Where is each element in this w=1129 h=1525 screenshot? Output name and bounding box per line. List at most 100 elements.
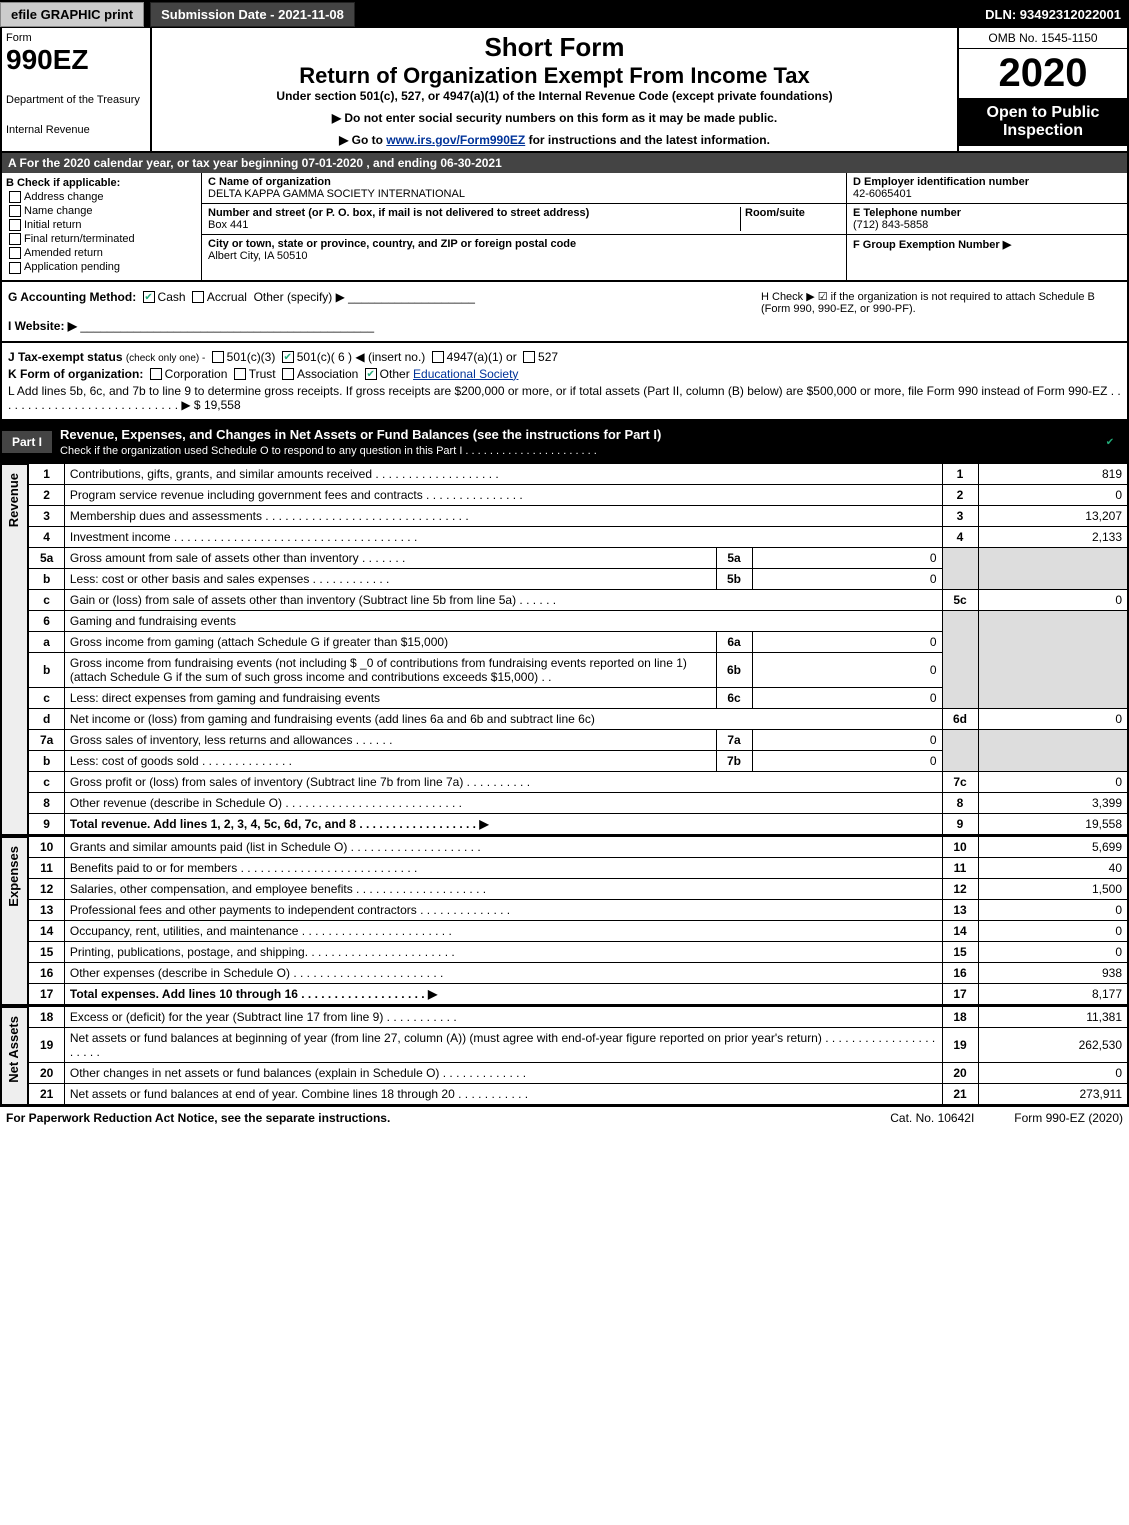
goto-pre: ▶ Go to (339, 133, 386, 147)
chk-accrual[interactable] (192, 291, 204, 303)
chk-501c-label: 501(c)( 6 ) ◀ (insert no.) (297, 350, 426, 364)
line-17-desc: Total expenses. Add lines 10 through 16 … (64, 983, 942, 1005)
j-label: J Tax-exempt status (8, 350, 123, 364)
chk-application-pending-label: Application pending (24, 261, 120, 273)
line-7c-desc: Gross profit or (loss) from sales of inv… (64, 771, 942, 792)
chk-amended-return[interactable]: Amended return (6, 247, 197, 259)
box-c: C Name of organization DELTA KAPPA GAMMA… (202, 173, 847, 280)
chk-name-change-label: Name change (24, 205, 93, 217)
line-19-num: 19 (28, 1027, 64, 1062)
line-7a-desc: Gross sales of inventory, less returns a… (64, 729, 716, 750)
chk-527[interactable] (523, 351, 535, 363)
footer-catno: Cat. No. 10642I (890, 1111, 974, 1125)
submission-date: Submission Date - 2021-11-08 (150, 2, 355, 27)
topbar: efile GRAPHIC print Submission Date - 20… (0, 0, 1129, 28)
line-13-val: 0 (978, 899, 1128, 920)
line-6a-il: 6a (716, 631, 752, 652)
revenue-section: Revenue 1Contributions, gifts, grants, a… (0, 463, 1129, 836)
line-10-num: 10 (28, 836, 64, 857)
line-5c-rn: 5c (942, 589, 978, 610)
dept-treasury: Department of the Treasury (6, 94, 146, 106)
line-21-desc: Net assets or fund balances at end of ye… (64, 1083, 942, 1105)
chk-application-pending[interactable]: Application pending (6, 261, 197, 273)
goto-post: for instructions and the latest informat… (525, 133, 770, 147)
line-11-desc: Benefits paid to or for members . . . . … (64, 857, 942, 878)
line-10-desc: Grants and similar amounts paid (list in… (64, 836, 942, 857)
g-other-label: Other (specify) ▶ (254, 290, 345, 304)
form-word: Form (6, 32, 146, 44)
line-15-desc: Printing, publications, postage, and shi… (64, 941, 942, 962)
expenses-sidelabel: Expenses (0, 836, 27, 1006)
line-6c-desc: Less: direct expenses from gaming and fu… (64, 687, 716, 708)
chk-501c[interactable] (282, 351, 294, 363)
return-title: Return of Organization Exempt From Incom… (156, 63, 953, 89)
chk-501c3-label: 501(c)(3) (227, 350, 276, 364)
line-3-num: 3 (28, 505, 64, 526)
line-5a-il: 5a (716, 547, 752, 568)
line-11-num: 11 (28, 857, 64, 878)
line-18-rn: 18 (942, 1006, 978, 1027)
efile-print-button[interactable]: efile GRAPHIC print (0, 2, 144, 27)
line-15-num: 15 (28, 941, 64, 962)
chk-corporation-label: Corporation (165, 367, 228, 381)
line-18-desc: Excess or (deficit) for the year (Subtra… (64, 1006, 942, 1027)
k-other-link[interactable]: Educational Society (413, 367, 518, 381)
line-5b-iv: 0 (752, 568, 942, 589)
chk-name-change[interactable]: Name change (6, 205, 197, 217)
line-14-num: 14 (28, 920, 64, 941)
chk-initial-return[interactable]: Initial return (6, 219, 197, 231)
line-1-num: 1 (28, 463, 64, 484)
box-d-label: D Employer identification number (853, 176, 1029, 188)
ein-value: 42-6065401 (853, 188, 912, 200)
line-4-num: 4 (28, 526, 64, 547)
line-6a-iv: 0 (752, 631, 942, 652)
form-header: Form 990EZ Department of the Treasury In… (0, 28, 1129, 153)
line-6b-num: b (28, 652, 64, 687)
chk-4947[interactable] (432, 351, 444, 363)
part1-schedule-o-check[interactable] (1104, 436, 1116, 448)
chk-final-return[interactable]: Final return/terminated (6, 233, 197, 245)
line-14-val: 0 (978, 920, 1128, 941)
line-17-val: 8,177 (978, 983, 1128, 1005)
chk-other[interactable] (365, 368, 377, 380)
line-19-val: 262,530 (978, 1027, 1128, 1062)
chk-address-change[interactable]: Address change (6, 191, 197, 203)
chk-association[interactable] (282, 368, 294, 380)
chk-corporation[interactable] (150, 368, 162, 380)
room-label: Room/suite (745, 207, 805, 219)
revenue-table: 1Contributions, gifts, grants, and simil… (27, 463, 1129, 836)
chk-address-change-label: Address change (24, 191, 104, 203)
box-b-header: B Check if applicable: (6, 177, 197, 189)
line-13-desc: Professional fees and other payments to … (64, 899, 942, 920)
line-19-desc: Net assets or fund balances at beginning… (64, 1027, 942, 1062)
j-note: (check only one) - (126, 353, 205, 364)
chk-trust[interactable] (234, 368, 246, 380)
line-6a-num: a (28, 631, 64, 652)
line-3-val: 13,207 (978, 505, 1128, 526)
row-a-tax-year: A For the 2020 calendar year, or tax yea… (0, 153, 1129, 173)
line-5c-desc: Gain or (loss) from sale of assets other… (64, 589, 942, 610)
line-18-val: 11,381 (978, 1006, 1128, 1027)
irs-link[interactable]: www.irs.gov/Form990EZ (386, 133, 525, 147)
line-21-val: 273,911 (978, 1083, 1128, 1105)
short-form-title: Short Form (156, 32, 953, 63)
line-5b-il: 5b (716, 568, 752, 589)
line-6d-rn: 6d (942, 708, 978, 729)
line-16-num: 16 (28, 962, 64, 983)
chk-501c3[interactable] (212, 351, 224, 363)
chk-cash[interactable] (143, 291, 155, 303)
footer-left: For Paperwork Reduction Act Notice, see … (6, 1111, 390, 1125)
line-11-val: 40 (978, 857, 1128, 878)
line-7a-num: 7a (28, 729, 64, 750)
line-3-desc: Membership dues and assessments . . . . … (64, 505, 942, 526)
line-9-num: 9 (28, 813, 64, 835)
under-section: Under section 501(c), 527, or 4947(a)(1)… (156, 89, 953, 103)
line-6d-desc: Net income or (loss) from gaming and fun… (64, 708, 942, 729)
expenses-section: Expenses 10Grants and similar amounts pa… (0, 836, 1129, 1006)
netassets-table: 18Excess or (deficit) for the year (Subt… (27, 1006, 1129, 1106)
line-2-rn: 2 (942, 484, 978, 505)
line-6d-val: 0 (978, 708, 1128, 729)
chk-initial-return-label: Initial return (24, 219, 81, 231)
h-text: H Check ▶ ☑ if the organization is not r… (761, 290, 1121, 315)
block-ghi: G Accounting Method: Cash Accrual Other … (0, 282, 1129, 343)
